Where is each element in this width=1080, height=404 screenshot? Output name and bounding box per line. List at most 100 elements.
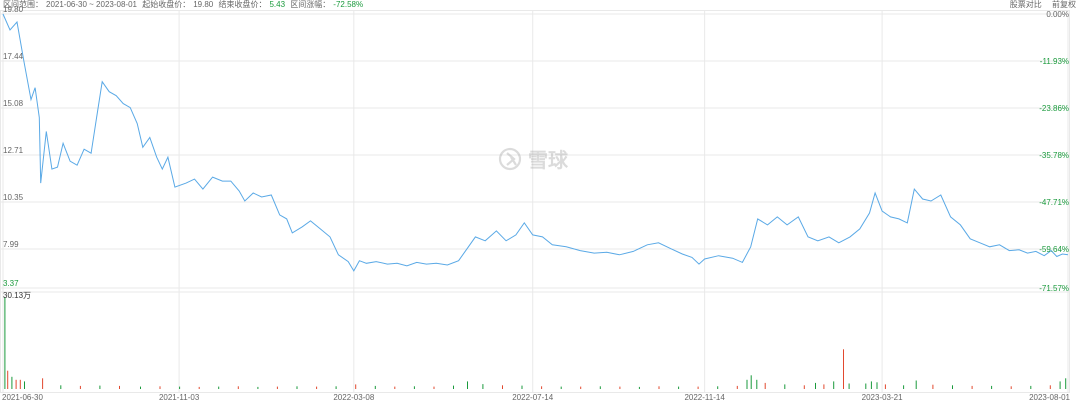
volume-bar [257,386,259,389]
volume-bar [4,297,6,389]
xueqiu-logo-icon [498,147,522,171]
volume-bar [467,381,468,389]
volume-max-label: 30.13万 [3,291,31,300]
stock-compare-button[interactable]: 股票对比 [1009,0,1042,9]
volume-bar [316,386,318,389]
volume-bar [1059,381,1061,389]
volume-bar [15,379,17,389]
forward-adjust-button[interactable]: 前复权 [1052,0,1076,9]
volume-bar [658,386,660,389]
volume-bar [833,381,835,389]
volume-bar [374,385,376,389]
volume-bar [843,349,844,389]
y-tick-right: -59.64% [1039,245,1069,254]
volume-bar [1049,385,1051,389]
price-series-line [2,13,1069,272]
y-tick-right: -23.86% [1039,104,1069,113]
volume-bar [42,378,44,389]
axis-labels: 19.80 0.00% 17.44 -11.93% 15.08 -23.86% 12.71 -… [2,5,1071,402]
volume-bar [1065,378,1067,389]
y-tick-left: 19.80 [3,5,24,14]
y-tick-right: -11.93% [1040,57,1069,66]
watermark-text: 雪球 [528,148,569,172]
volume-bar [482,384,484,389]
volume-bar [19,379,21,389]
volume-bar [1030,385,1032,389]
volume-bar [60,385,62,389]
volume-bar [848,383,850,389]
volume-bar [697,386,699,389]
chart-options: 股票对比 前复权 [1002,0,1076,10]
volume-bar [876,382,878,389]
volume-bar [736,385,738,389]
y-tick-right: 0.00% [1046,10,1069,19]
range-label: 区间范围： [3,0,43,9]
volume-bar [11,376,13,389]
price-line-layer [2,13,1069,272]
x-tick-label: 2021-06-30 [2,393,43,402]
range-value: 2021-06-30 ~ 2023-08-01 [46,0,137,9]
y-tick-left: 3.37 [3,279,19,288]
x-tick-label: 2022-07-14 [512,393,553,402]
start-price-value: 19.80 [193,0,214,9]
volume-bar [119,385,120,389]
volume-bar [815,382,816,389]
volume-bar [717,386,719,389]
volume-bar [521,385,523,389]
volume-bar [79,385,81,389]
volume-bar [599,386,601,389]
x-tick-label: 2022-03-08 [333,393,374,402]
volume-bar [746,379,748,389]
volume-bar [638,386,640,389]
volume-bar [784,384,786,389]
volume-bar [823,384,825,389]
start-price-label: 起始收盘价： [142,0,191,9]
volume-bar [619,386,621,389]
x-tick-label: 2021-11-03 [159,393,200,402]
end-price-value: 5.43 [269,0,286,9]
x-tick-label: 2023-03-21 [862,393,903,402]
change-label: 区间涨幅： [290,0,331,9]
volume-bar [335,386,337,389]
chart-grid [0,10,1070,393]
x-tick-label: 2023-08-01 [1029,393,1070,402]
y-tick-left: 12.71 [3,146,24,155]
volume-bar [502,385,503,389]
volume-bar [296,386,298,389]
volume-bar [24,381,25,389]
volume-bar [541,386,543,389]
volume-bar [413,386,415,389]
volume-bar [99,385,101,389]
volume-bar [1010,386,1012,389]
volume-bar [159,386,161,389]
volume-bar [218,386,220,389]
volume-bar [756,379,758,389]
volume-bar [903,385,905,389]
volume-bar [971,385,973,389]
volume-bar [884,384,886,389]
volume-bar [932,384,934,389]
y-tick-right: -47.71% [1039,198,1069,207]
y-tick-left: 7.99 [3,240,19,249]
volume-bar [952,385,953,389]
x-tick-label: 2022-11-14 [684,393,725,402]
end-price-label: 结束收盘价： [218,0,267,9]
volume-bar [394,386,396,389]
volume-bar [276,386,278,389]
volume-bar [140,386,141,389]
y-tick-right: -71.57% [1039,284,1069,293]
y-tick-right: -35.78% [1039,151,1069,160]
volume-bar [678,386,680,389]
volume-bar [803,385,805,389]
volume-bar [179,386,181,389]
volume-bar [991,385,993,389]
volume-bar [865,383,867,389]
watermark: 雪球 [498,147,569,172]
volume-bar [870,381,872,389]
volume-bar [355,384,357,389]
volume-bar [453,385,454,389]
y-tick-left: 17.44 [3,52,24,61]
y-tick-left: 10.35 [3,193,24,202]
volume-bar [764,382,766,389]
